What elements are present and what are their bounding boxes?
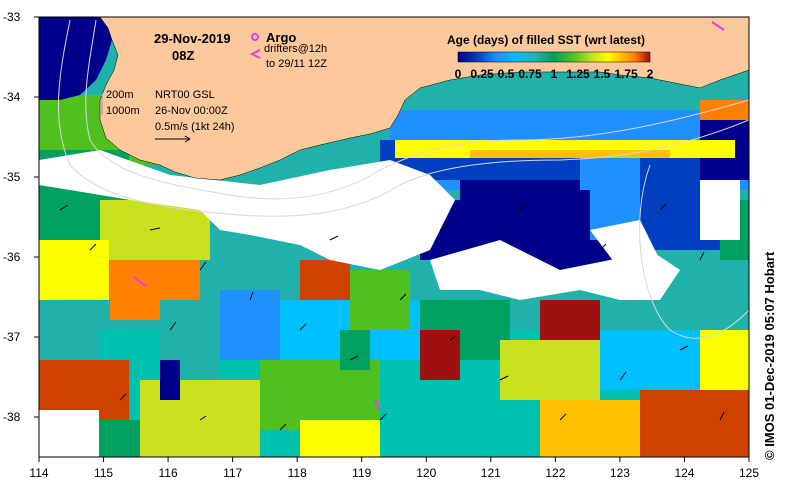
colorbar-tick-label: 0 <box>455 67 462 81</box>
credit-text: © IMOS 01-Dec-2019 05:07 Hobart <box>762 251 777 460</box>
colorbar-title: Age (days) of filled SST (wrt latest) <box>447 33 645 47</box>
x-tick-label: 120 <box>416 466 436 480</box>
x-tick-label: 114 <box>29 466 48 480</box>
product-time-label: 26-Nov 00:00Z <box>155 105 228 117</box>
product-label: NRT00 GSL <box>155 89 215 101</box>
colorbar-tick-label: 1 <box>551 67 558 81</box>
bathymetry-contours <box>58 19 749 339</box>
deep-blue-region <box>39 17 112 100</box>
scale-vector-label: 0.5m/s (1kt 24h) <box>155 121 234 133</box>
x-tick-label: 124 <box>674 466 694 480</box>
x-tick-label: 116 <box>159 466 178 480</box>
y-tick-label: -34 <box>3 90 21 104</box>
argo-label: Argo <box>266 30 296 45</box>
y-axis: -33 -34 -35 -36 -37 -38 <box>3 10 39 424</box>
map-time: 08Z <box>172 48 194 63</box>
drifter-marker-icon <box>249 49 261 59</box>
current-vectors <box>59 203 725 431</box>
drifter-tracks <box>133 21 725 411</box>
colorbar-tick-label: 2 <box>647 67 654 81</box>
x-tick-label: 123 <box>610 466 630 480</box>
y-tick-label: -35 <box>3 170 21 184</box>
no-data-patches <box>39 140 740 457</box>
contour-200-label: 200m <box>106 89 134 101</box>
colorbar-tick-label: 1.5 <box>594 67 611 81</box>
colorbar-tick-label: 1.25 <box>566 67 590 81</box>
x-tick-label: 122 <box>545 466 565 480</box>
x-tick-label: 119 <box>352 466 371 480</box>
colorbar-ticks: 0 0.25 0.5 0.75 1 1.25 1.5 1.75 2 <box>455 67 654 81</box>
contour-1000-label: 1000m <box>106 105 140 117</box>
argo-legend: Argo drifters@12h to 29/11 12Z <box>249 30 327 70</box>
colorbar-tick-label: 1.75 <box>614 67 638 81</box>
y-tick-label: -36 <box>3 250 21 264</box>
x-tick-label: 117 <box>223 466 242 480</box>
drifters-to-label: to 29/11 12Z <box>266 58 327 70</box>
map-date: 29-Nov-2019 <box>154 31 231 46</box>
colorbar-tick-label: 0.5 <box>498 67 515 81</box>
x-tick-label: 115 <box>94 466 113 480</box>
argo-marker-icon <box>251 33 259 41</box>
x-axis: 114 115 116 117 118 119 120 121 122 123 124 125 <box>29 457 759 480</box>
plot-frame <box>38 16 750 458</box>
x-tick-label: 118 <box>288 466 307 480</box>
x-tick-label: 125 <box>739 466 759 480</box>
y-tick-label: -38 <box>3 410 21 424</box>
scale-vector-arrow <box>155 135 191 143</box>
y-tick-label: -37 <box>3 330 21 344</box>
colorbar-tick-label: 0.25 <box>470 67 494 81</box>
colorbar-tick-label: 0.75 <box>518 67 542 81</box>
map-plot-area <box>39 17 749 457</box>
colorbar-gradient <box>457 51 651 63</box>
drifters-label: drifters@12h <box>264 43 327 55</box>
y-tick-label: -33 <box>3 10 21 24</box>
x-tick-label: 121 <box>481 466 501 480</box>
